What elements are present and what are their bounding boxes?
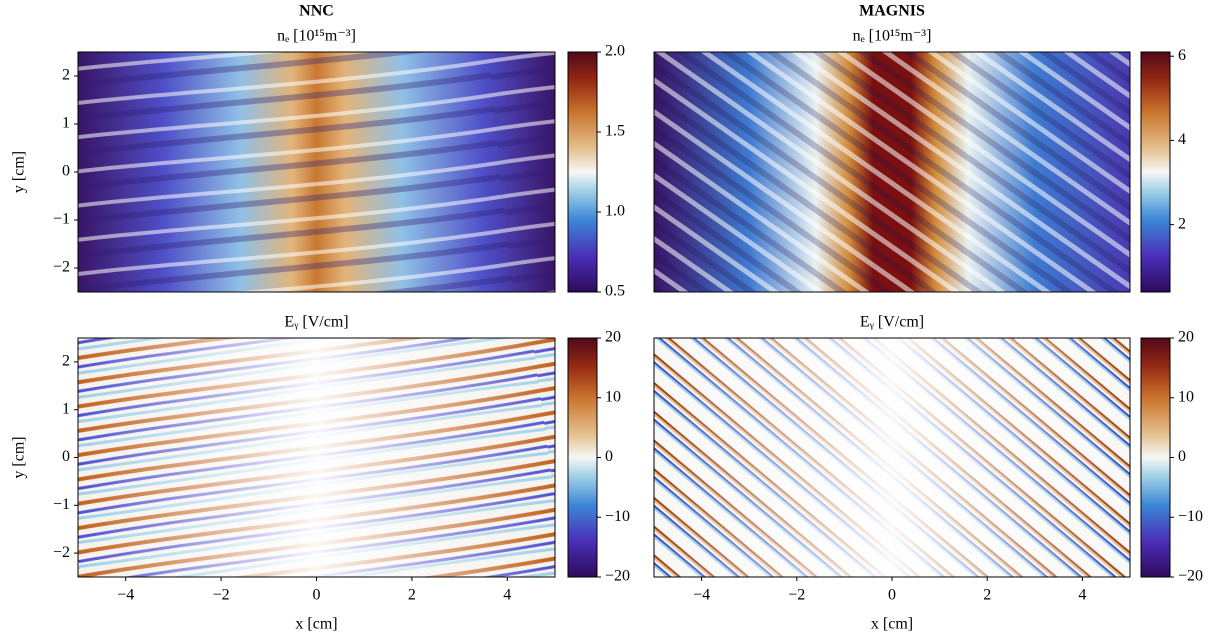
colorbar-tick-label: 0.5 <box>605 283 625 300</box>
x-tick-label: 0 <box>888 587 896 604</box>
y-tick-label: −1 <box>53 211 70 228</box>
colorbar-tick-label: 0 <box>1178 448 1186 465</box>
panel-title: MAGNIS <box>859 3 925 20</box>
y-tick-label: 2 <box>62 353 70 370</box>
y-axis-label: y [cm] <box>11 436 28 478</box>
x-tick-label: 4 <box>1078 587 1086 604</box>
y-tick-label: −2 <box>53 259 70 276</box>
heatmap-field <box>78 338 555 577</box>
x-tick-label: −4 <box>117 587 134 604</box>
y-tick-label: −1 <box>53 496 70 513</box>
colorbar-tick-label: 20 <box>1178 329 1194 346</box>
colorbar-tick-label: 4 <box>1178 131 1186 148</box>
colorbar-tick-label: −20 <box>605 568 630 585</box>
colorbar <box>567 337 598 578</box>
colorbar-tick-label: 2 <box>1178 215 1186 232</box>
colorbar-label: nₑ [10¹⁵m⁻³] <box>277 28 356 45</box>
colorbar-tick-label: −20 <box>1178 568 1203 585</box>
colorbar-tick-label: −10 <box>605 508 630 525</box>
x-tick-label: 0 <box>313 587 321 604</box>
x-tick-label: 2 <box>983 587 991 604</box>
colorbar-label: Eᵧ [V/cm] <box>284 314 348 331</box>
y-tick-label: 0 <box>62 163 70 180</box>
y-tick-label: 1 <box>62 115 70 132</box>
x-tick-label: 4 <box>503 587 511 604</box>
colorbar-label: Eᵧ [V/cm] <box>860 314 924 331</box>
y-axis-label: y [cm] <box>11 151 28 193</box>
colorbar <box>1140 51 1171 293</box>
y-tick-label: −2 <box>53 544 70 561</box>
x-tick-label: −2 <box>788 587 805 604</box>
colorbar-label: nₑ [10¹⁵m⁻³] <box>853 28 932 45</box>
heatmap-field <box>78 52 555 292</box>
y-tick-label: 0 <box>62 448 70 465</box>
x-tick-label: −4 <box>693 587 710 604</box>
x-tick-label: 2 <box>408 587 416 604</box>
y-tick-label: 1 <box>62 400 70 417</box>
x-axis-label: x [cm] <box>871 616 913 633</box>
colorbar-tick-label: 10 <box>605 388 621 405</box>
colorbar-tick-label: 1.0 <box>605 203 625 220</box>
heatmap-field <box>654 338 1130 577</box>
x-tick-label: −2 <box>213 587 230 604</box>
colorbar <box>567 51 598 293</box>
plot-frame <box>653 51 1131 293</box>
panel-title: NNC <box>299 3 334 20</box>
colorbar-tick-label: 0 <box>605 448 613 465</box>
colorbar <box>1140 337 1171 578</box>
colorbar-tick-label: 20 <box>605 329 621 346</box>
heatmap-field <box>654 52 1130 292</box>
y-tick-label: 2 <box>62 67 70 84</box>
colorbar-tick-label: 2.0 <box>605 43 625 60</box>
colorbar-tick-label: 10 <box>1178 388 1194 405</box>
colorbar-tick-label: 1.5 <box>605 123 625 140</box>
x-axis-label: x [cm] <box>295 616 337 633</box>
colorbar-tick-label: 6 <box>1178 47 1186 64</box>
colorbar-tick-label: −10 <box>1178 508 1203 525</box>
